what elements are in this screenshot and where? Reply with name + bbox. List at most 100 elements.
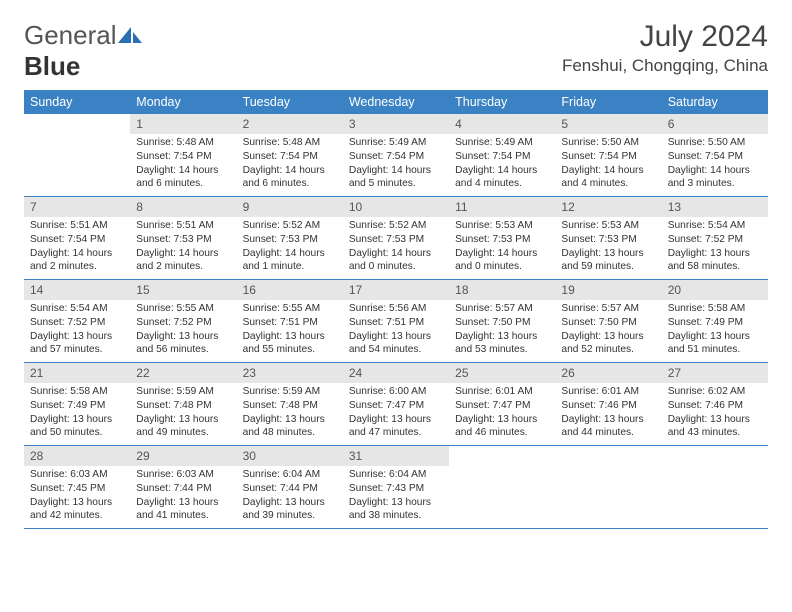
day-cell: 28Sunrise: 6:03 AMSunset: 7:45 PMDayligh… xyxy=(24,446,130,528)
day-number: 24 xyxy=(343,363,449,383)
day-body: Sunrise: 5:55 AMSunset: 7:51 PMDaylight:… xyxy=(237,300,343,361)
daylight-text: Daylight: 14 hours and 4 minutes. xyxy=(561,164,655,192)
sunset-text: Sunset: 7:53 PM xyxy=(136,233,230,247)
daylight-text: Daylight: 13 hours and 43 minutes. xyxy=(668,413,762,441)
sunrise-text: Sunrise: 5:51 AM xyxy=(136,219,230,233)
day-number: 30 xyxy=(237,446,343,466)
day-cell: 4Sunrise: 5:49 AMSunset: 7:54 PMDaylight… xyxy=(449,114,555,196)
sunset-text: Sunset: 7:53 PM xyxy=(349,233,443,247)
sunrise-text: Sunrise: 5:52 AM xyxy=(243,219,337,233)
calendar-grid: SundayMondayTuesdayWednesdayThursdayFrid… xyxy=(24,90,768,529)
daylight-text: Daylight: 13 hours and 57 minutes. xyxy=(30,330,124,358)
daylight-text: Daylight: 13 hours and 48 minutes. xyxy=(243,413,337,441)
sunrise-text: Sunrise: 5:56 AM xyxy=(349,302,443,316)
day-body: Sunrise: 6:01 AMSunset: 7:47 PMDaylight:… xyxy=(449,383,555,444)
week-row: 28Sunrise: 6:03 AMSunset: 7:45 PMDayligh… xyxy=(24,446,768,529)
daylight-text: Daylight: 14 hours and 1 minute. xyxy=(243,247,337,275)
day-cell: 12Sunrise: 5:53 AMSunset: 7:53 PMDayligh… xyxy=(555,197,661,279)
day-body: Sunrise: 5:55 AMSunset: 7:52 PMDaylight:… xyxy=(130,300,236,361)
day-cell: 14Sunrise: 5:54 AMSunset: 7:52 PMDayligh… xyxy=(24,280,130,362)
day-cell: 9Sunrise: 5:52 AMSunset: 7:53 PMDaylight… xyxy=(237,197,343,279)
day-body: Sunrise: 5:48 AMSunset: 7:54 PMDaylight:… xyxy=(237,134,343,195)
daylight-text: Daylight: 14 hours and 4 minutes. xyxy=(455,164,549,192)
sunrise-text: Sunrise: 6:04 AM xyxy=(243,468,337,482)
sunrise-text: Sunrise: 6:00 AM xyxy=(349,385,443,399)
daylight-text: Daylight: 13 hours and 44 minutes. xyxy=(561,413,655,441)
sunrise-text: Sunrise: 6:03 AM xyxy=(136,468,230,482)
day-cell xyxy=(555,446,661,528)
sunset-text: Sunset: 7:47 PM xyxy=(455,399,549,413)
weeks-container: 1Sunrise: 5:48 AMSunset: 7:54 PMDaylight… xyxy=(24,114,768,529)
day-number: 9 xyxy=(237,197,343,217)
sunset-text: Sunset: 7:43 PM xyxy=(349,482,443,496)
day-cell: 5Sunrise: 5:50 AMSunset: 7:54 PMDaylight… xyxy=(555,114,661,196)
sunrise-text: Sunrise: 5:48 AM xyxy=(243,136,337,150)
day-number: 21 xyxy=(24,363,130,383)
day-body: Sunrise: 5:50 AMSunset: 7:54 PMDaylight:… xyxy=(662,134,768,195)
sunset-text: Sunset: 7:54 PM xyxy=(243,150,337,164)
day-cell xyxy=(662,446,768,528)
day-body: Sunrise: 5:54 AMSunset: 7:52 PMDaylight:… xyxy=(662,217,768,278)
daylight-text: Daylight: 13 hours and 47 minutes. xyxy=(349,413,443,441)
daylight-text: Daylight: 13 hours and 50 minutes. xyxy=(30,413,124,441)
day-number: 12 xyxy=(555,197,661,217)
day-number: 28 xyxy=(24,446,130,466)
week-row: 21Sunrise: 5:58 AMSunset: 7:49 PMDayligh… xyxy=(24,363,768,446)
location-subtitle: Fenshui, Chongqing, China xyxy=(562,56,768,76)
day-body: Sunrise: 5:59 AMSunset: 7:48 PMDaylight:… xyxy=(130,383,236,444)
day-number: 13 xyxy=(662,197,768,217)
dow-header-cell: Tuesday xyxy=(237,90,343,114)
dow-header-cell: Friday xyxy=(555,90,661,114)
day-body: Sunrise: 5:53 AMSunset: 7:53 PMDaylight:… xyxy=(555,217,661,278)
day-number: 17 xyxy=(343,280,449,300)
sunset-text: Sunset: 7:47 PM xyxy=(349,399,443,413)
sunset-text: Sunset: 7:50 PM xyxy=(561,316,655,330)
sunrise-text: Sunrise: 5:54 AM xyxy=(668,219,762,233)
sunrise-text: Sunrise: 5:55 AM xyxy=(243,302,337,316)
daylight-text: Daylight: 14 hours and 3 minutes. xyxy=(668,164,762,192)
day-number: 11 xyxy=(449,197,555,217)
daylight-text: Daylight: 13 hours and 51 minutes. xyxy=(668,330,762,358)
day-of-week-header-row: SundayMondayTuesdayWednesdayThursdayFrid… xyxy=(24,90,768,114)
sunset-text: Sunset: 7:51 PM xyxy=(243,316,337,330)
day-cell: 3Sunrise: 5:49 AMSunset: 7:54 PMDaylight… xyxy=(343,114,449,196)
daylight-text: Daylight: 13 hours and 49 minutes. xyxy=(136,413,230,441)
day-number: 14 xyxy=(24,280,130,300)
week-row: 1Sunrise: 5:48 AMSunset: 7:54 PMDaylight… xyxy=(24,114,768,197)
dow-header-cell: Wednesday xyxy=(343,90,449,114)
day-number: 8 xyxy=(130,197,236,217)
day-cell: 20Sunrise: 5:58 AMSunset: 7:49 PMDayligh… xyxy=(662,280,768,362)
day-cell xyxy=(24,114,130,196)
daylight-text: Daylight: 14 hours and 6 minutes. xyxy=(243,164,337,192)
sunrise-text: Sunrise: 5:53 AM xyxy=(455,219,549,233)
sunrise-text: Sunrise: 6:03 AM xyxy=(30,468,124,482)
day-number: 1 xyxy=(130,114,236,134)
day-number: 25 xyxy=(449,363,555,383)
daylight-text: Daylight: 13 hours and 52 minutes. xyxy=(561,330,655,358)
sunset-text: Sunset: 7:49 PM xyxy=(30,399,124,413)
sunrise-text: Sunrise: 5:50 AM xyxy=(561,136,655,150)
dow-header-cell: Sunday xyxy=(24,90,130,114)
logo-text-general: General xyxy=(24,20,117,50)
sunset-text: Sunset: 7:54 PM xyxy=(455,150,549,164)
sunrise-text: Sunrise: 5:53 AM xyxy=(561,219,655,233)
day-body: Sunrise: 5:59 AMSunset: 7:48 PMDaylight:… xyxy=(237,383,343,444)
day-body: Sunrise: 5:57 AMSunset: 7:50 PMDaylight:… xyxy=(449,300,555,361)
day-number: 10 xyxy=(343,197,449,217)
logo: General Blue xyxy=(24,20,143,82)
day-body: Sunrise: 5:53 AMSunset: 7:53 PMDaylight:… xyxy=(449,217,555,278)
day-number: 6 xyxy=(662,114,768,134)
day-cell: 11Sunrise: 5:53 AMSunset: 7:53 PMDayligh… xyxy=(449,197,555,279)
daylight-text: Daylight: 14 hours and 6 minutes. xyxy=(136,164,230,192)
daylight-text: Daylight: 13 hours and 58 minutes. xyxy=(668,247,762,275)
sunrise-text: Sunrise: 5:52 AM xyxy=(349,219,443,233)
sunrise-text: Sunrise: 5:49 AM xyxy=(349,136,443,150)
sunrise-text: Sunrise: 6:02 AM xyxy=(668,385,762,399)
sunrise-text: Sunrise: 5:49 AM xyxy=(455,136,549,150)
day-cell: 18Sunrise: 5:57 AMSunset: 7:50 PMDayligh… xyxy=(449,280,555,362)
logo-text-blue: Blue xyxy=(24,51,80,81)
day-body: Sunrise: 5:49 AMSunset: 7:54 PMDaylight:… xyxy=(449,134,555,195)
day-body: Sunrise: 5:57 AMSunset: 7:50 PMDaylight:… xyxy=(555,300,661,361)
day-number: 27 xyxy=(662,363,768,383)
day-body: Sunrise: 6:04 AMSunset: 7:43 PMDaylight:… xyxy=(343,466,449,527)
